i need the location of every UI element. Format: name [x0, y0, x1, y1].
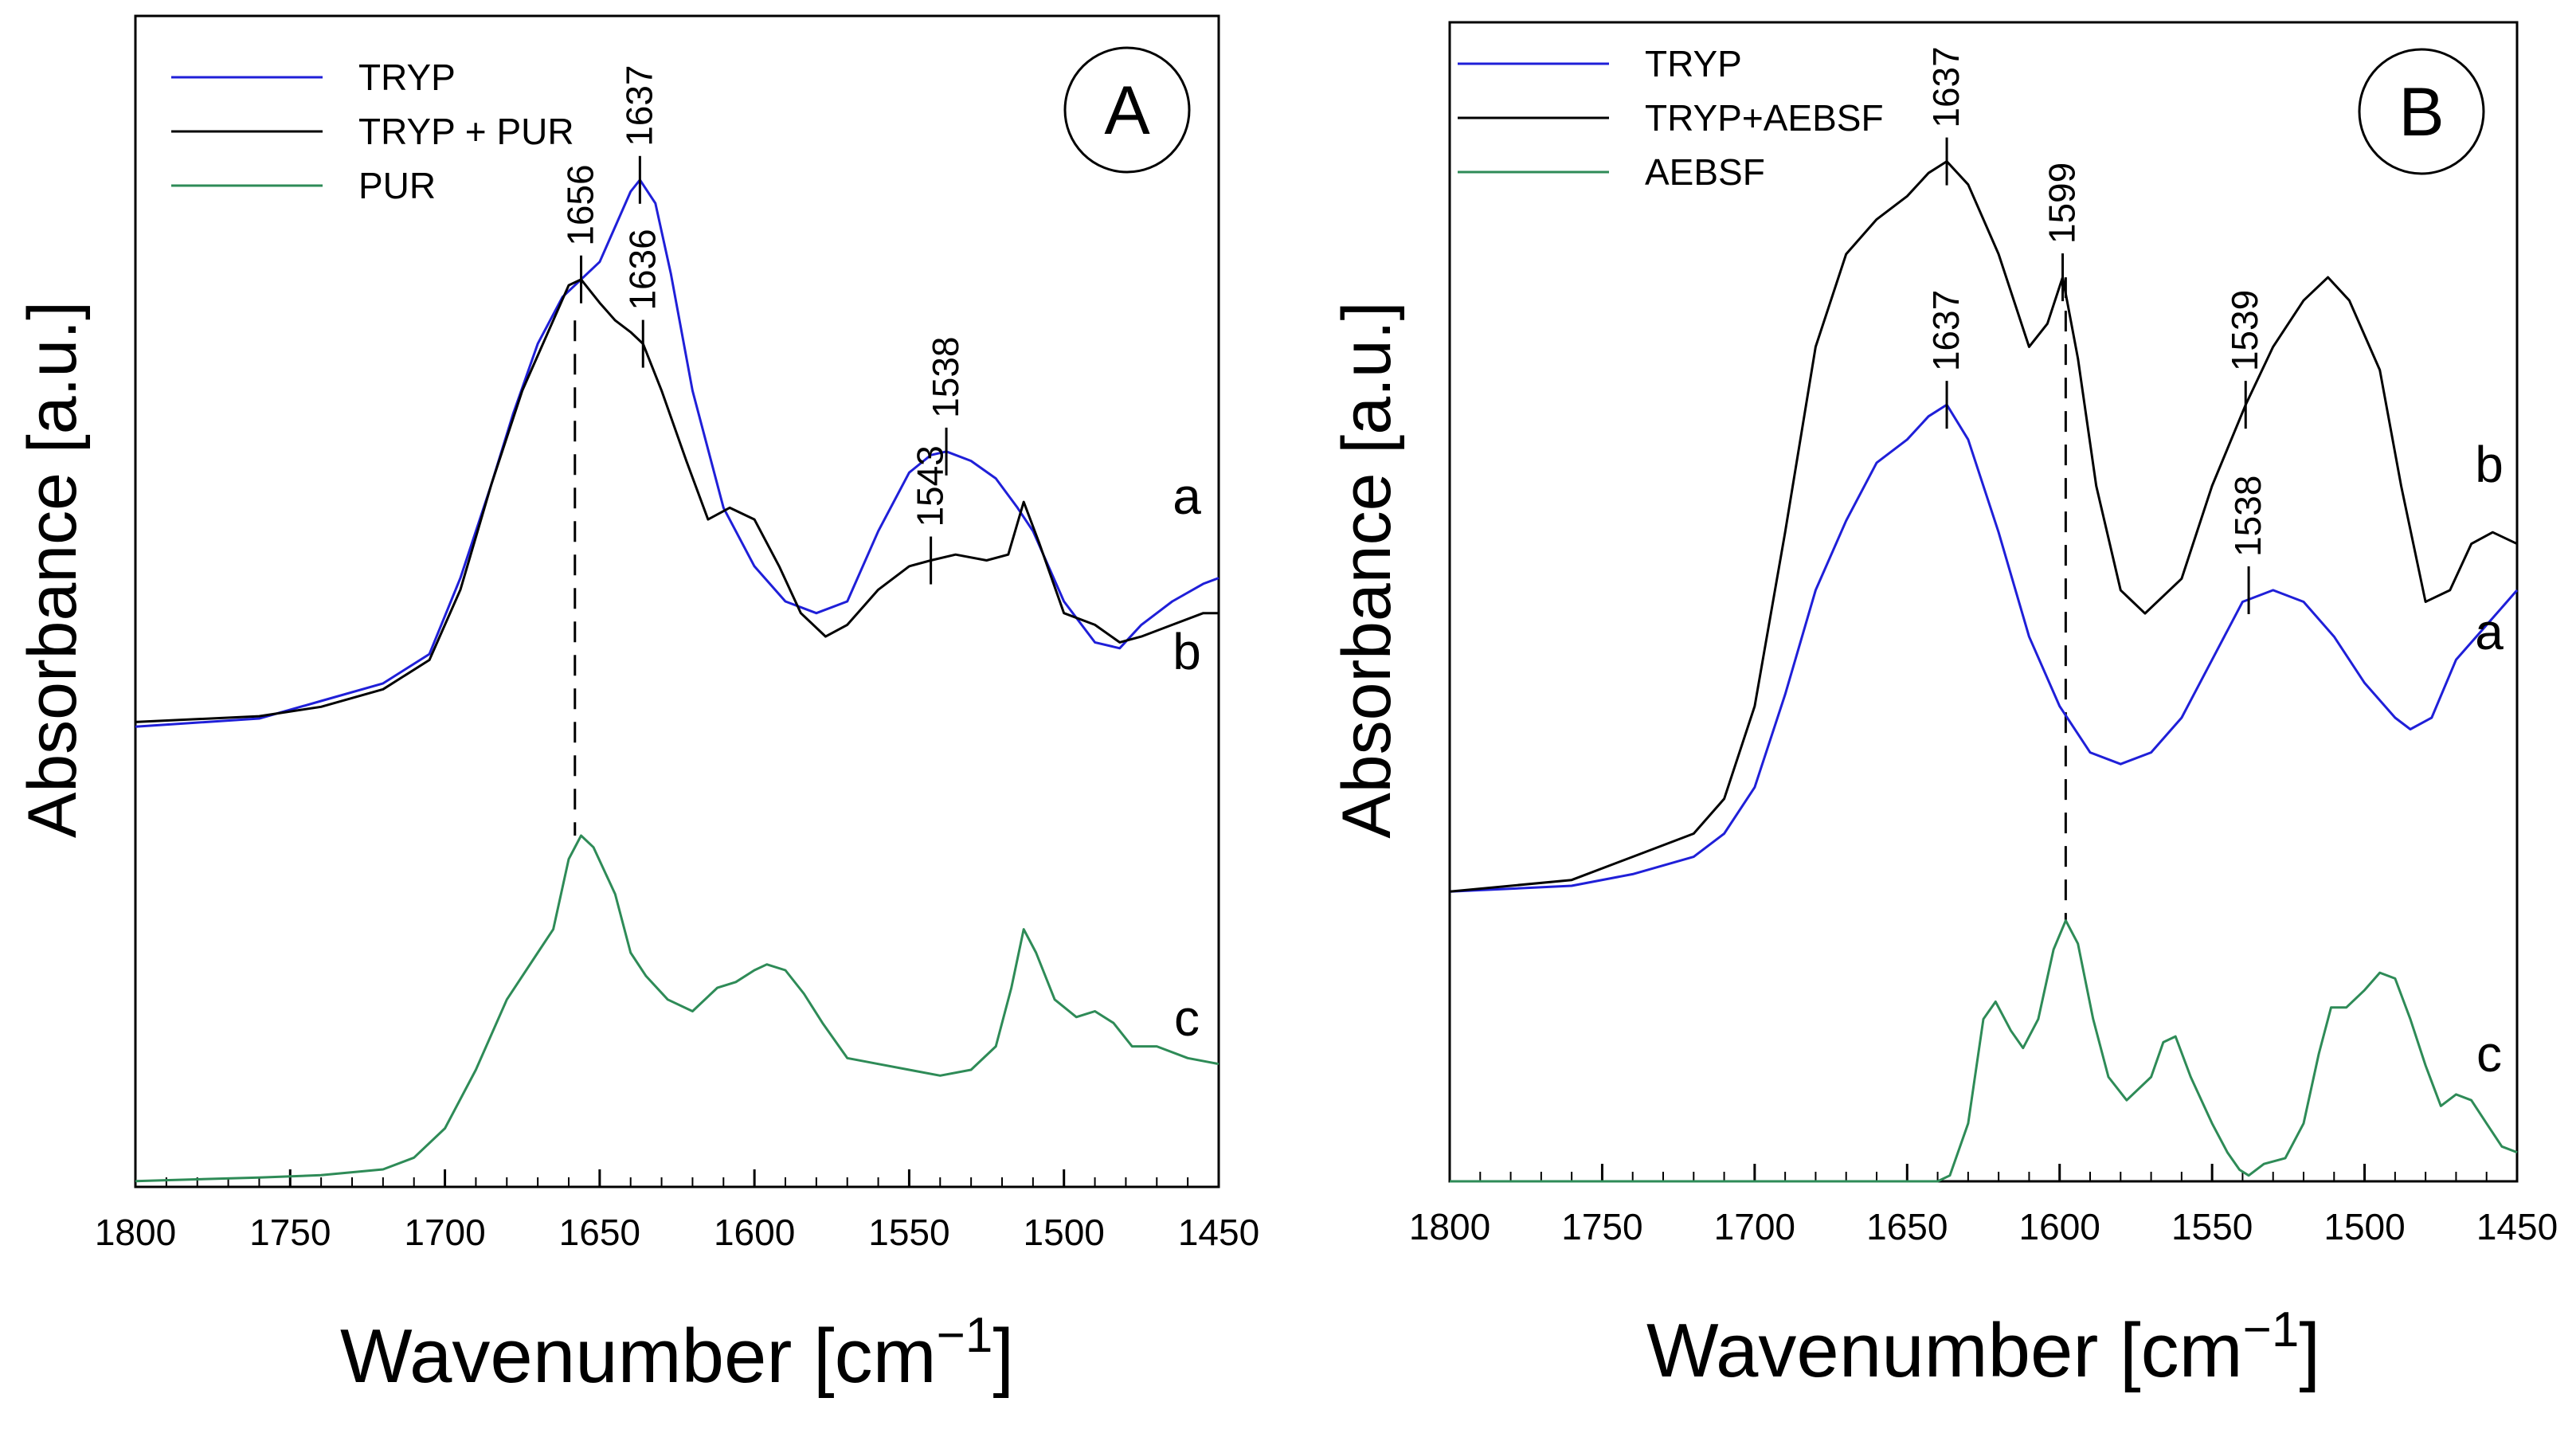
x-tick-label: 1600: [714, 1212, 795, 1253]
y-axis-label: Absorbance [a.u.]: [14, 301, 91, 838]
x-tick-label: 1750: [1561, 1206, 1642, 1247]
legend-label: TRYP: [358, 57, 456, 98]
series-line-c: [1450, 919, 2518, 1183]
x-axis-label: Wavenumber [cm−1]: [340, 1308, 1014, 1399]
plot-frame: [1448, 21, 2519, 1183]
legend-label: PUR: [358, 165, 436, 206]
x-tick-label: 1500: [1024, 1212, 1105, 1253]
panel-a: 1800 1750 1700 1650 1600 1550 1500 1450 Wavenumb…: [14, 14, 1259, 1399]
series-line-c: [135, 834, 1219, 1183]
y-axis-label: Absorbance [a.u.]: [1329, 301, 1405, 838]
x-axis-label-text: Wavenumber [cm: [1646, 1308, 2243, 1393]
curve-label-c: c: [2476, 1025, 2502, 1083]
series-line-a: [135, 178, 1219, 728]
x-tick-label: 1550: [2171, 1206, 2253, 1247]
x-tick-label: 1650: [559, 1212, 640, 1253]
series-line-b: [135, 278, 1219, 723]
peak-label: 1539: [2224, 290, 2265, 371]
x-tick-label: 1800: [95, 1212, 176, 1253]
x-tick-label: 1700: [1714, 1206, 1795, 1247]
legend-label: TRYP + PUR: [358, 111, 574, 152]
x-axis-label: Wavenumber [cm−1]: [1646, 1302, 2320, 1393]
peak-label: 1543: [910, 445, 951, 527]
legend-label: TRYP+AEBSF: [1645, 97, 1884, 139]
peak-label: 1538: [2227, 476, 2269, 557]
series-line-b: [1449, 160, 2518, 893]
panel-label: B: [2398, 74, 2444, 151]
legend-label: TRYP: [1645, 43, 1742, 84]
curve-label-c: c: [1174, 989, 1200, 1047]
series-line-a: [1449, 403, 2519, 893]
peak-label: 1538: [925, 336, 966, 417]
x-tick-label: 1450: [1178, 1212, 1259, 1253]
curve-label-b: b: [1173, 623, 1201, 680]
x-tick-label: 1550: [868, 1212, 949, 1253]
peak-label: 1599: [2042, 163, 2083, 244]
x-tick-label: 1450: [2476, 1206, 2558, 1247]
peak-label: 1637: [618, 65, 660, 146]
panel-label-circle: [2358, 48, 2485, 175]
x-tick-label: 1600: [2019, 1206, 2100, 1247]
curve-label-a: a: [1173, 468, 1201, 525]
x-tick-label: 1500: [2323, 1206, 2405, 1247]
plot-frame: [134, 14, 1220, 1188]
x-axis-label-bracket: ]: [2299, 1308, 2320, 1393]
panel-label-circle: [1063, 46, 1191, 174]
peak-label: 1636: [621, 229, 663, 310]
x-axis-label-superscript: −1: [2243, 1302, 2300, 1357]
peak-label: 1656: [560, 164, 601, 245]
x-axis-label-bracket: ]: [992, 1314, 1014, 1399]
x-tick-label: 1750: [249, 1212, 331, 1253]
x-tick-label: 1800: [1409, 1206, 1490, 1247]
panel-label: A: [1104, 72, 1150, 149]
legend-label: AEBSF: [1645, 151, 1765, 193]
x-axis-label-text: Wavenumber [cm: [340, 1314, 937, 1399]
curve-label-b: b: [2475, 436, 2504, 493]
curve-label-a: a: [2475, 603, 2504, 660]
x-tick-label: 1700: [404, 1212, 485, 1253]
x-axis-label-superscript: −1: [937, 1308, 993, 1363]
panel-b: 1800 1750 1700 1650 1600 1550 1500 1450 Wavenumb…: [1329, 21, 2558, 1393]
peak-label: 1637: [1925, 46, 1967, 127]
peak-label: 1637: [1925, 290, 1967, 371]
x-tick-label: 1650: [1866, 1206, 1948, 1247]
